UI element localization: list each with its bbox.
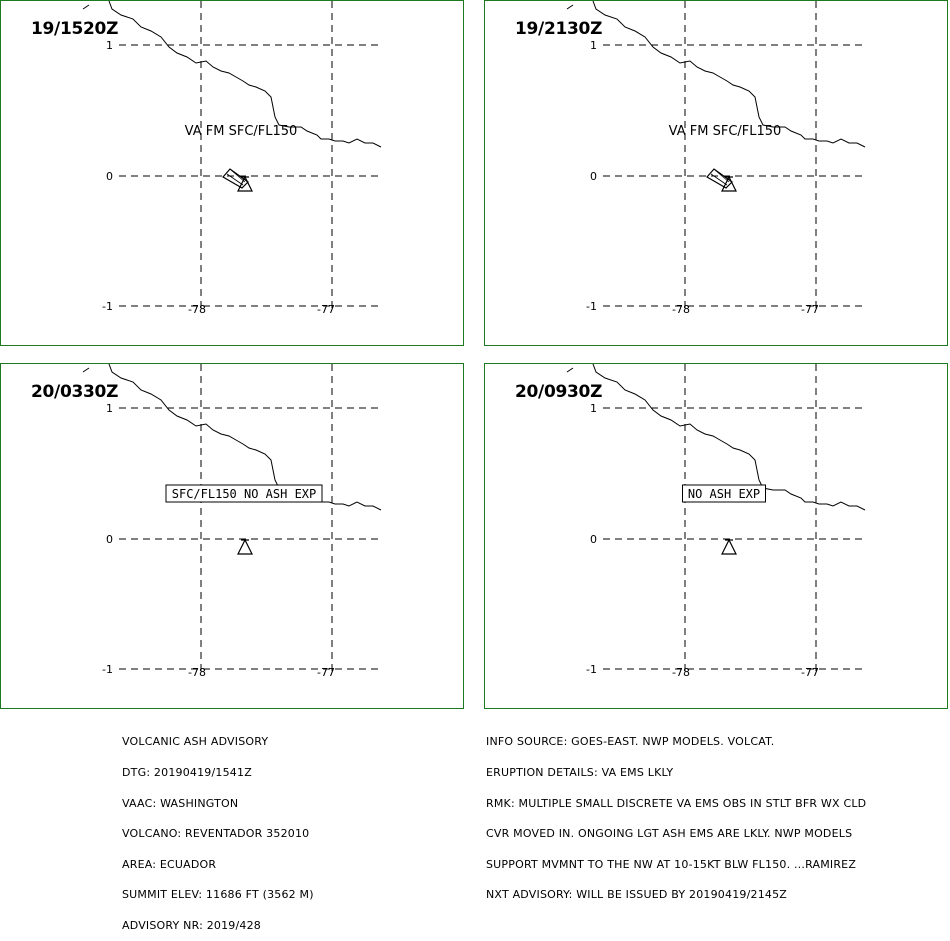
ash-cloud-polygon: [222, 168, 249, 189]
advisory-line: ERUPTION DETAILS: VA EMS LKLY: [486, 766, 674, 779]
no-ash-label: SFC/FL150 NO ASH EXP: [172, 487, 317, 501]
latitude-label: 1: [590, 402, 597, 415]
map-panel: 20/0930Z 1 0 -1 -78 -77 NO ASH EXP: [484, 363, 948, 709]
latitude-label: -1: [102, 300, 113, 313]
longitude-label: -78: [188, 666, 206, 679]
map-canvas: 1 0 -1 -78 -77 NO ASH EXP: [566, 364, 867, 679]
advisory-line: INFO SOURCE: GOES-EAST. NWP MODELS. VOLC…: [486, 735, 775, 749]
ash-cloud-label: VA FM SFC/FL150: [185, 124, 298, 139]
advisory-line: SUMMIT ELEV: 11686 FT (3562 M): [122, 888, 314, 902]
map-panel: 19/1520Z 1 0 -1 -78 -77 VA FM SFC/FL150: [0, 0, 464, 346]
longitude-label: -77: [317, 303, 335, 316]
advisory-header-text: VOLCANIC ASH ADVISORY DTG: 20190419/1541…: [122, 717, 314, 941]
no-ash-box: [682, 484, 766, 503]
coastline: [566, 1, 866, 148]
advisory-line: VOLCANIC ASH ADVISORY: [122, 735, 269, 749]
map-canvas: 1 0 -1 -78 -77 VA FM SFC/FL150: [82, 1, 383, 316]
advisory-line: DTG: 20190419/1541Z: [122, 766, 252, 779]
advisory-line: RMK: MULTIPLE SMALL DISCRETE VA EMS OBS …: [486, 796, 867, 810]
latitude-label: -1: [102, 663, 113, 676]
advisory-line: NXT ADVISORY: WILL BE ISSUED BY 20190419…: [486, 888, 788, 902]
advisory-line: CVR MOVED IN. ONGOING LGT ASH EMS ARE LK…: [486, 827, 853, 841]
advisory-line: VOLCANO: REVENTADOR 352010: [122, 827, 310, 841]
map-panel: 19/2130Z 1 0 -1 -78 -77 VA FM SFC/FL150: [484, 0, 948, 346]
ash-cloud-label: VA FM SFC/FL150: [669, 124, 782, 139]
no-ash-label: NO ASH EXP: [688, 487, 760, 501]
latitude-label: 0: [106, 170, 113, 183]
coastline: [566, 364, 866, 511]
advisory-line: VAAC: WASHINGTON: [122, 796, 239, 810]
no-ash-box: [165, 484, 323, 503]
longitude-label: -77: [317, 666, 335, 679]
advisory-line: ADVISORY NR: 2019/428: [122, 918, 261, 932]
longitude-label: -78: [188, 303, 206, 316]
latitude-label: -1: [586, 663, 597, 676]
panel-time-label: 19/2130Z: [515, 19, 603, 39]
advisory-line: AREA: ECUADOR: [122, 857, 217, 871]
longitude-label: -77: [801, 666, 819, 679]
panel-time-label: 19/1520Z: [31, 19, 119, 39]
map-panel: 20/0330Z 1 0 -1 -78 -77 SFC/FL150 NO ASH EXP: [0, 363, 464, 709]
latitude-label: 1: [590, 39, 597, 52]
map-canvas: 1 0 -1 -78 -77 VA FM SFC/FL150: [566, 1, 867, 316]
ash-cloud-polygon: [706, 168, 733, 189]
latitude-label: 1: [106, 402, 113, 415]
latitude-label: 0: [590, 170, 597, 183]
advisory-remarks-text: INFO SOURCE: GOES-EAST. NWP MODELS. VOLC…: [486, 717, 866, 911]
volcano-icon: [237, 538, 253, 555]
coastline: [82, 1, 382, 148]
panel-time-label: 20/0930Z: [515, 382, 603, 402]
latitude-label: 1: [106, 39, 113, 52]
latitude-label: 0: [106, 533, 113, 546]
advisory-line: SUPPORT MVMNT TO THE NW AT 10-15KT BLW F…: [486, 857, 857, 871]
longitude-label: -78: [672, 666, 690, 679]
ash-cloud-hatch: [710, 169, 730, 186]
latitude-label: -1: [586, 300, 597, 313]
map-canvas: 1 0 -1 -78 -77 SFC/FL150 NO ASH EXP: [82, 364, 383, 679]
longitude-label: -77: [801, 303, 819, 316]
longitude-label: -78: [672, 303, 690, 316]
ash-cloud-hatch: [226, 169, 246, 186]
latitude-label: 0: [590, 533, 597, 546]
panel-time-label: 20/0330Z: [31, 382, 119, 402]
volcano-icon: [721, 538, 737, 555]
coastline: [82, 364, 382, 511]
